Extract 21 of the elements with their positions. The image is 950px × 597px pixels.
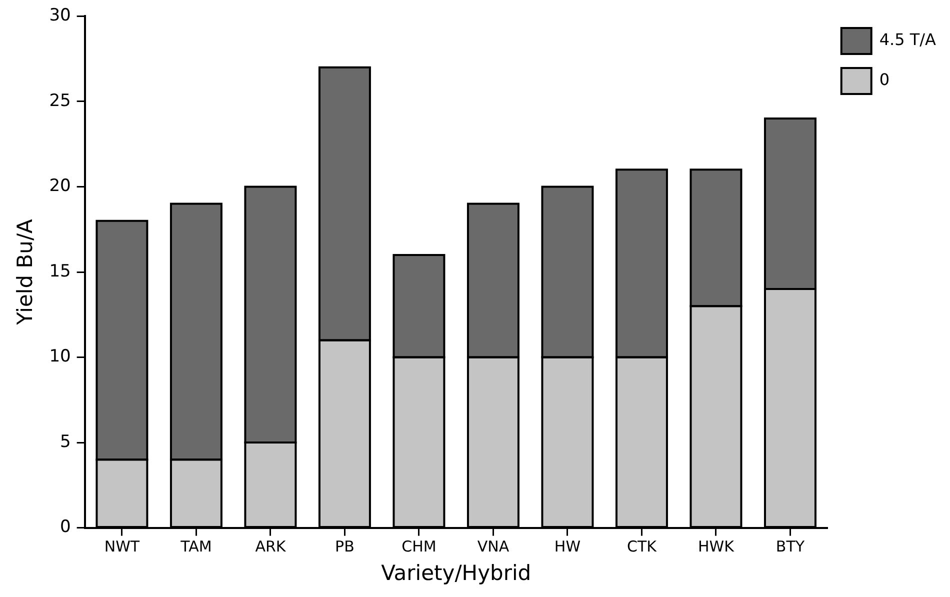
x-axis-title: Variety/Hybrid	[381, 560, 532, 585]
x-tick-label: HW	[554, 538, 581, 556]
x-tick-label: HWK	[698, 538, 736, 556]
legend-label: 0	[879, 70, 890, 90]
legend-label: 4.5 T/A	[879, 30, 936, 50]
y-tick-label: 30	[49, 6, 71, 26]
y-tick-label: 5	[60, 432, 71, 452]
x-tick-label: CTK	[626, 538, 658, 556]
y-tick-label: 10	[49, 346, 71, 367]
x-tick-label: TAM	[180, 538, 212, 556]
y-tick-label: 0	[60, 517, 71, 538]
x-tick-label: CHM	[402, 538, 436, 556]
x-tick-label: BTY	[776, 538, 806, 556]
y-tick-label: 20	[49, 176, 71, 196]
x-tick-label: PB	[335, 538, 354, 556]
y-axis-title: Yield Bu/A	[13, 218, 38, 326]
x-tick-label: VNA	[477, 538, 510, 556]
y-tick-label: 25	[49, 90, 71, 111]
y-tick-label: 15	[49, 261, 71, 282]
x-tick-label: ARK	[255, 538, 287, 556]
x-tick-label: NWT	[104, 538, 140, 556]
